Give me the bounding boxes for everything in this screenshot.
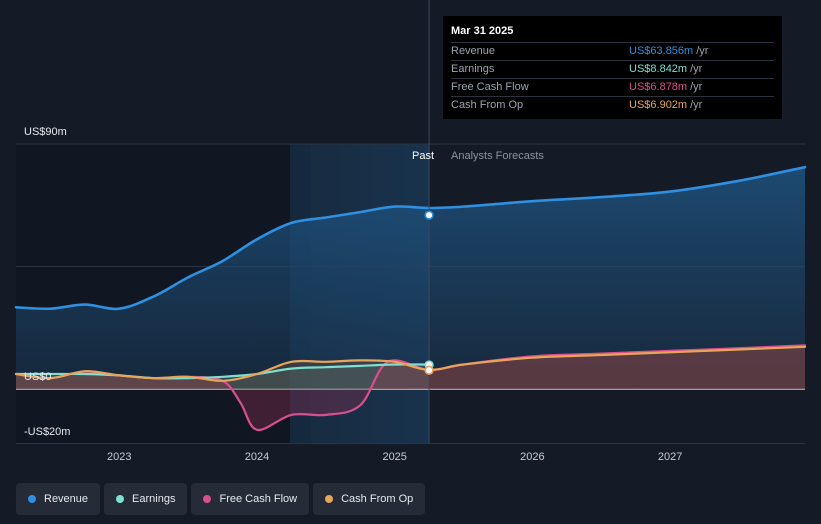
tooltip-label: Free Cash Flow <box>451 81 529 93</box>
tooltip-value: US$6.878m <box>629 81 688 93</box>
series-line-cash-from-op <box>14 345 807 382</box>
tooltip-label: Earnings <box>451 63 495 75</box>
x-tick-label: 2025 <box>382 451 407 463</box>
tooltip-unit: /yr <box>696 45 709 57</box>
tooltip-row: Cash From Op US$6.902m /yr <box>451 96 774 114</box>
y-tick-label: US$0 <box>24 371 52 383</box>
tooltip-label: Cash From Op <box>451 99 524 111</box>
tooltip-unit: /yr <box>690 63 703 75</box>
data-point-cash-from-op <box>424 365 434 375</box>
legend-dot-icon <box>203 495 212 503</box>
x-tick-label: 2026 <box>520 451 545 463</box>
legend-label: Revenue <box>44 493 89 505</box>
past-label: Past <box>412 150 435 162</box>
tooltip-value: US$6.902m <box>629 99 688 111</box>
legend: Revenue Earnings Free Cash Flow Cash Fro… <box>16 483 426 515</box>
legend-item-revenue[interactable]: Revenue <box>16 483 101 515</box>
legend-label: Free Cash Flow <box>219 493 298 505</box>
legend-item-cash-from-op[interactable]: Cash From Op <box>313 483 426 515</box>
x-tick-label: 2024 <box>244 451 270 463</box>
legend-label: Earnings <box>132 493 176 505</box>
y-tick-label: US$90m <box>24 126 67 138</box>
legend-item-free-cash-flow[interactable]: Free Cash Flow <box>191 483 310 515</box>
data-point-revenue <box>424 210 434 220</box>
y-tick-label: -US$20m <box>24 426 71 438</box>
tooltip-unit: /yr <box>690 81 703 93</box>
legend-item-earnings[interactable]: Earnings <box>104 483 188 515</box>
legend-label: Cash From Op <box>341 493 414 505</box>
tooltip-row: Earnings US$8.842m /yr <box>451 60 774 78</box>
series-area-earnings <box>16 364 430 389</box>
tooltip-date: Mar 31 2025 <box>451 25 514 37</box>
tooltip-label: Revenue <box>451 45 496 57</box>
series-line-revenue <box>14 165 807 311</box>
tooltip-value: US$8.842m <box>629 63 688 75</box>
legend-dot-icon <box>28 495 36 503</box>
forecast-label: Analysts Forecasts <box>451 150 544 162</box>
series-area-cash-from-op <box>16 346 805 389</box>
legend-dot-icon <box>325 495 334 503</box>
tooltip-row: Revenue US$63.856m /yr <box>451 42 774 60</box>
tooltip-value: US$63.856m <box>629 45 694 57</box>
series-line-earnings <box>14 363 431 380</box>
x-tick-label: 2027 <box>657 451 683 463</box>
tooltip-row: Free Cash Flow US$6.878m /yr <box>451 78 774 96</box>
legend-dot-icon <box>116 495 125 503</box>
series-area-free-cash-flow <box>16 345 805 431</box>
x-tick-label: 2023 <box>107 451 132 463</box>
tooltip: Mar 31 2025 Revenue US$63.856m /yr Earni… <box>443 16 782 119</box>
series-area-revenue <box>16 167 805 389</box>
tooltip-unit: /yr <box>690 99 703 111</box>
